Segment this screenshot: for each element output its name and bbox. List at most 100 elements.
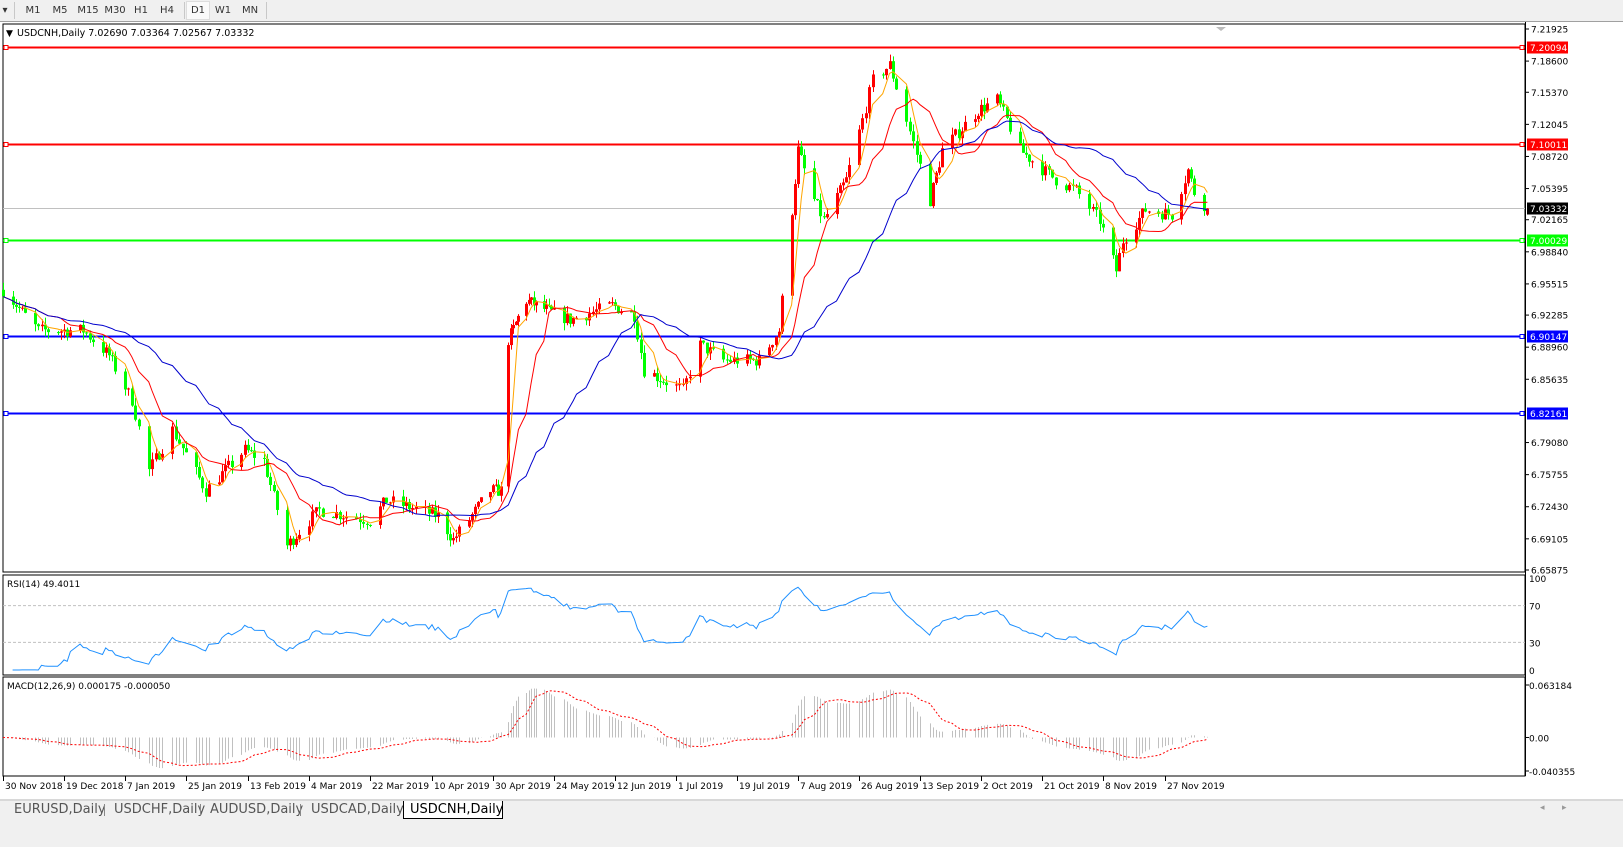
candle — [656, 367, 659, 387]
candle — [595, 301, 598, 318]
line-handle-left — [3, 142, 9, 147]
candle-body — [611, 302, 614, 304]
candle-body — [935, 172, 938, 183]
candle-body — [800, 146, 803, 155]
timeframe-m5[interactable]: M5 — [52, 5, 68, 16]
candle — [449, 527, 452, 547]
candle-body — [342, 518, 345, 520]
candle-body — [1115, 255, 1118, 272]
candle — [892, 56, 895, 82]
scroll-left-icon[interactable]: ◂ — [1540, 803, 1545, 813]
candle-body — [161, 453, 164, 460]
candle-body — [633, 311, 636, 322]
candle-body — [431, 507, 434, 514]
candle-body — [938, 167, 941, 173]
price-tick-label: 6.75755 — [1531, 471, 1568, 481]
candle-body — [369, 524, 372, 526]
candle-body — [726, 359, 729, 361]
timeframe-m15[interactable]: M15 — [77, 5, 99, 16]
candle — [175, 419, 178, 442]
tab-usdcnh[interactable]: USDCNH,Daily — [403, 801, 503, 819]
tab-usdchf[interactable]: USDCHF,Daily — [114, 802, 206, 817]
timeframe-h4[interactable]: H4 — [160, 5, 174, 16]
candle — [276, 489, 279, 516]
timeframe-m1[interactable]: M1 — [25, 5, 41, 16]
price-tick-label: 6.72430 — [1531, 503, 1568, 513]
candle — [379, 502, 382, 529]
candle-body — [665, 382, 668, 386]
candle — [958, 121, 961, 142]
scroll-right-icon[interactable]: ▸ — [1562, 803, 1567, 813]
candle — [318, 501, 321, 516]
tab-eurusd[interactable]: EURUSD,Daily — [14, 802, 106, 817]
candle — [1055, 177, 1058, 190]
candle — [543, 294, 546, 313]
timeframe-mn[interactable]: MN — [241, 5, 259, 16]
toolbar-menu-arrow[interactable]: ▾ — [2, 5, 8, 16]
timeframe-h1[interactable]: H1 — [134, 5, 148, 16]
candle-body — [1055, 177, 1058, 186]
candle — [134, 397, 137, 422]
line-handle-right — [1519, 411, 1525, 416]
candle-body — [138, 419, 141, 427]
price-tag — [1527, 330, 1568, 343]
rsi-tick-label: 30 — [1529, 639, 1541, 649]
candle-body — [512, 324, 515, 329]
candle-body — [848, 165, 851, 178]
candle-body — [722, 348, 725, 360]
candle-body — [379, 506, 382, 525]
candle — [57, 330, 60, 335]
candle-body — [411, 508, 414, 510]
price-tag — [1527, 41, 1568, 54]
candle-body — [134, 405, 137, 420]
candle-body — [57, 332, 60, 334]
macd-tick-label: 0.00 — [1529, 734, 1549, 744]
candle-body — [1167, 209, 1170, 215]
candle — [2, 282, 5, 299]
candle-body — [640, 339, 643, 353]
price-chart[interactable]: 7.20094 7.10011 7.00029 6.90147 6.82161 7.033… — [0, 22, 1623, 799]
candle — [755, 356, 758, 371]
candle-body — [685, 378, 688, 384]
candle-body — [2, 289, 5, 297]
tab-usdcad[interactable]: USDCAD,Daily — [311, 802, 404, 817]
candle-body — [1180, 194, 1183, 220]
timeframe-d1[interactable]: D1 — [186, 1, 210, 20]
candle — [986, 97, 989, 113]
candle-body — [794, 184, 797, 216]
candle — [512, 319, 515, 334]
line-handle-left — [3, 411, 9, 416]
candle — [659, 374, 662, 389]
collapse-arrow-icon[interactable]: ▼ — [6, 29, 13, 39]
timeframe-w1[interactable]: W1 — [214, 5, 232, 16]
candle-body — [712, 347, 715, 349]
candle — [182, 443, 185, 456]
candle — [37, 323, 40, 331]
candle-body — [659, 381, 662, 383]
candle — [510, 324, 513, 350]
candle-body — [1118, 252, 1121, 272]
candle — [778, 328, 781, 338]
price-tick-label: 6.79080 — [1531, 439, 1568, 449]
line-handle-left — [3, 238, 9, 243]
candle — [231, 455, 234, 474]
candle — [885, 68, 888, 80]
candle-body — [1019, 131, 1022, 144]
candle-body — [155, 453, 158, 460]
candle-body — [755, 359, 758, 366]
horizontal-lines[interactable]: 7.20094 7.10011 7.00029 6.90147 6.82161 7.033… — [3, 41, 1568, 421]
candle-body — [895, 78, 898, 90]
candle-body — [24, 307, 27, 313]
candle-body — [247, 444, 250, 451]
candle-body — [298, 534, 301, 539]
tab-audusd[interactable]: AUDUSD,Daily — [210, 802, 304, 817]
candle — [665, 375, 668, 392]
candle — [712, 340, 715, 351]
candle — [392, 490, 395, 509]
candle — [1193, 175, 1196, 197]
candle-body — [951, 134, 954, 149]
timeframe-m30[interactable]: M30 — [104, 5, 126, 16]
candle — [148, 425, 151, 477]
candle — [1068, 182, 1071, 193]
candle-body — [131, 388, 134, 406]
